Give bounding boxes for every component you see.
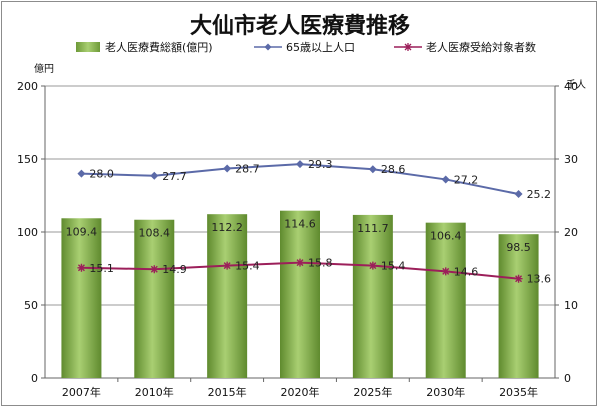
x-axis-tick-label: 2020年 (281, 385, 320, 399)
bar-data-label: 109.4 (66, 225, 98, 238)
series-1-point (77, 169, 86, 178)
bar-data-label: 111.7 (357, 222, 389, 235)
series-2-point (150, 265, 159, 274)
legend-label-bar: 老人医療費総額(億円) (105, 40, 213, 54)
series-1-data-label: 29.3 (308, 158, 333, 171)
series-1-point (150, 171, 159, 180)
bar (61, 218, 102, 378)
right-axis-tick-label: 40 (564, 80, 578, 93)
series-2-data-label: 14.6 (454, 265, 479, 278)
bar (498, 234, 539, 378)
axes: 0 50 100 150 200 0 10 20 30 40 2007年 2010年 2015年 2020… (17, 80, 578, 399)
x-axis-tick-label: 2015年 (208, 385, 247, 399)
series-2-data-label: 15.1 (89, 262, 114, 275)
series-2-point (441, 267, 450, 276)
left-axis-tick-label: 50 (24, 299, 38, 312)
series-1-data-label: 28.6 (381, 163, 406, 176)
legend-label-line-1: 65歳以上人口 (286, 41, 355, 54)
series-2-data-label: 14.9 (162, 263, 187, 276)
series-1-point (514, 190, 523, 199)
legend-marker-line-2 (404, 43, 412, 51)
series-1-data-label: 27.7 (162, 170, 187, 183)
bar-data-label: 108.4 (139, 227, 171, 240)
bar (207, 214, 248, 378)
series-2-point (296, 258, 304, 267)
bar (352, 214, 393, 378)
right-axis-tick-label: 10 (564, 299, 578, 312)
legend: 老人医療費総額(億円) 65歳以上人口 老人医療受給対象者数 (76, 40, 536, 54)
series-1-data-label: 27.2 (454, 173, 479, 186)
left-axis-unit: 億円 (34, 62, 54, 75)
bar-data-label: 112.2 (211, 221, 243, 234)
right-axis-tick-label: 30 (564, 153, 578, 166)
right-axis-tick-label: 20 (564, 226, 578, 239)
series-2-point (514, 274, 523, 283)
bar-data-label: 98.5 (506, 241, 531, 254)
left-axis-tick-label: 0 (31, 372, 38, 385)
right-axis-unit: 千人 (566, 79, 586, 91)
series-1-point (223, 164, 232, 173)
series-2-point (223, 261, 232, 270)
bar (425, 222, 466, 378)
series-2-data-label: 13.6 (527, 273, 552, 286)
right-axis-tick-label: 0 (564, 372, 571, 385)
left-axis-tick-label: 150 (17, 153, 38, 166)
chart-title: 大仙市老人医療費推移 (190, 13, 410, 39)
lines (77, 160, 523, 283)
x-axis-tick-label: 2035年 (499, 385, 538, 399)
left-axis-tick-label: 100 (17, 226, 38, 239)
left-axis-tick-label: 200 (17, 80, 38, 93)
series-1-data-label: 28.0 (89, 168, 114, 181)
series-1-point (296, 160, 304, 169)
x-axis-tick-label: 2007年 (62, 385, 101, 399)
x-axis-tick-label: 2010年 (135, 385, 174, 399)
series-2-point (368, 261, 377, 270)
series-2-data-label: 15.4 (381, 260, 406, 273)
bar (280, 210, 320, 378)
series-1-point (441, 175, 450, 184)
series-1-data-label: 25.2 (527, 188, 552, 201)
x-axis-tick-label: 2030年 (426, 385, 465, 399)
series-2-data-label: 15.4 (235, 260, 260, 273)
series-2-point (77, 263, 86, 272)
bars (61, 210, 539, 378)
series-1-point (368, 165, 377, 174)
series-1-data-label: 28.7 (235, 162, 260, 175)
bar-data-label: 114.6 (284, 218, 316, 231)
legend-swatch-bar (76, 42, 100, 52)
bar-data-label: 106.4 (430, 230, 462, 243)
series-2-data-label: 15.8 (308, 257, 333, 270)
x-axis-tick-label: 2025年 (353, 385, 392, 399)
bar (134, 219, 175, 378)
legend-label-line-2: 老人医療受給対象者数 (426, 40, 536, 54)
data-labels: 109.4 108.4 112.2 114.6 111.7 106.4 98.5 28.0 27… (66, 158, 551, 286)
legend-marker-line-1 (264, 43, 272, 51)
